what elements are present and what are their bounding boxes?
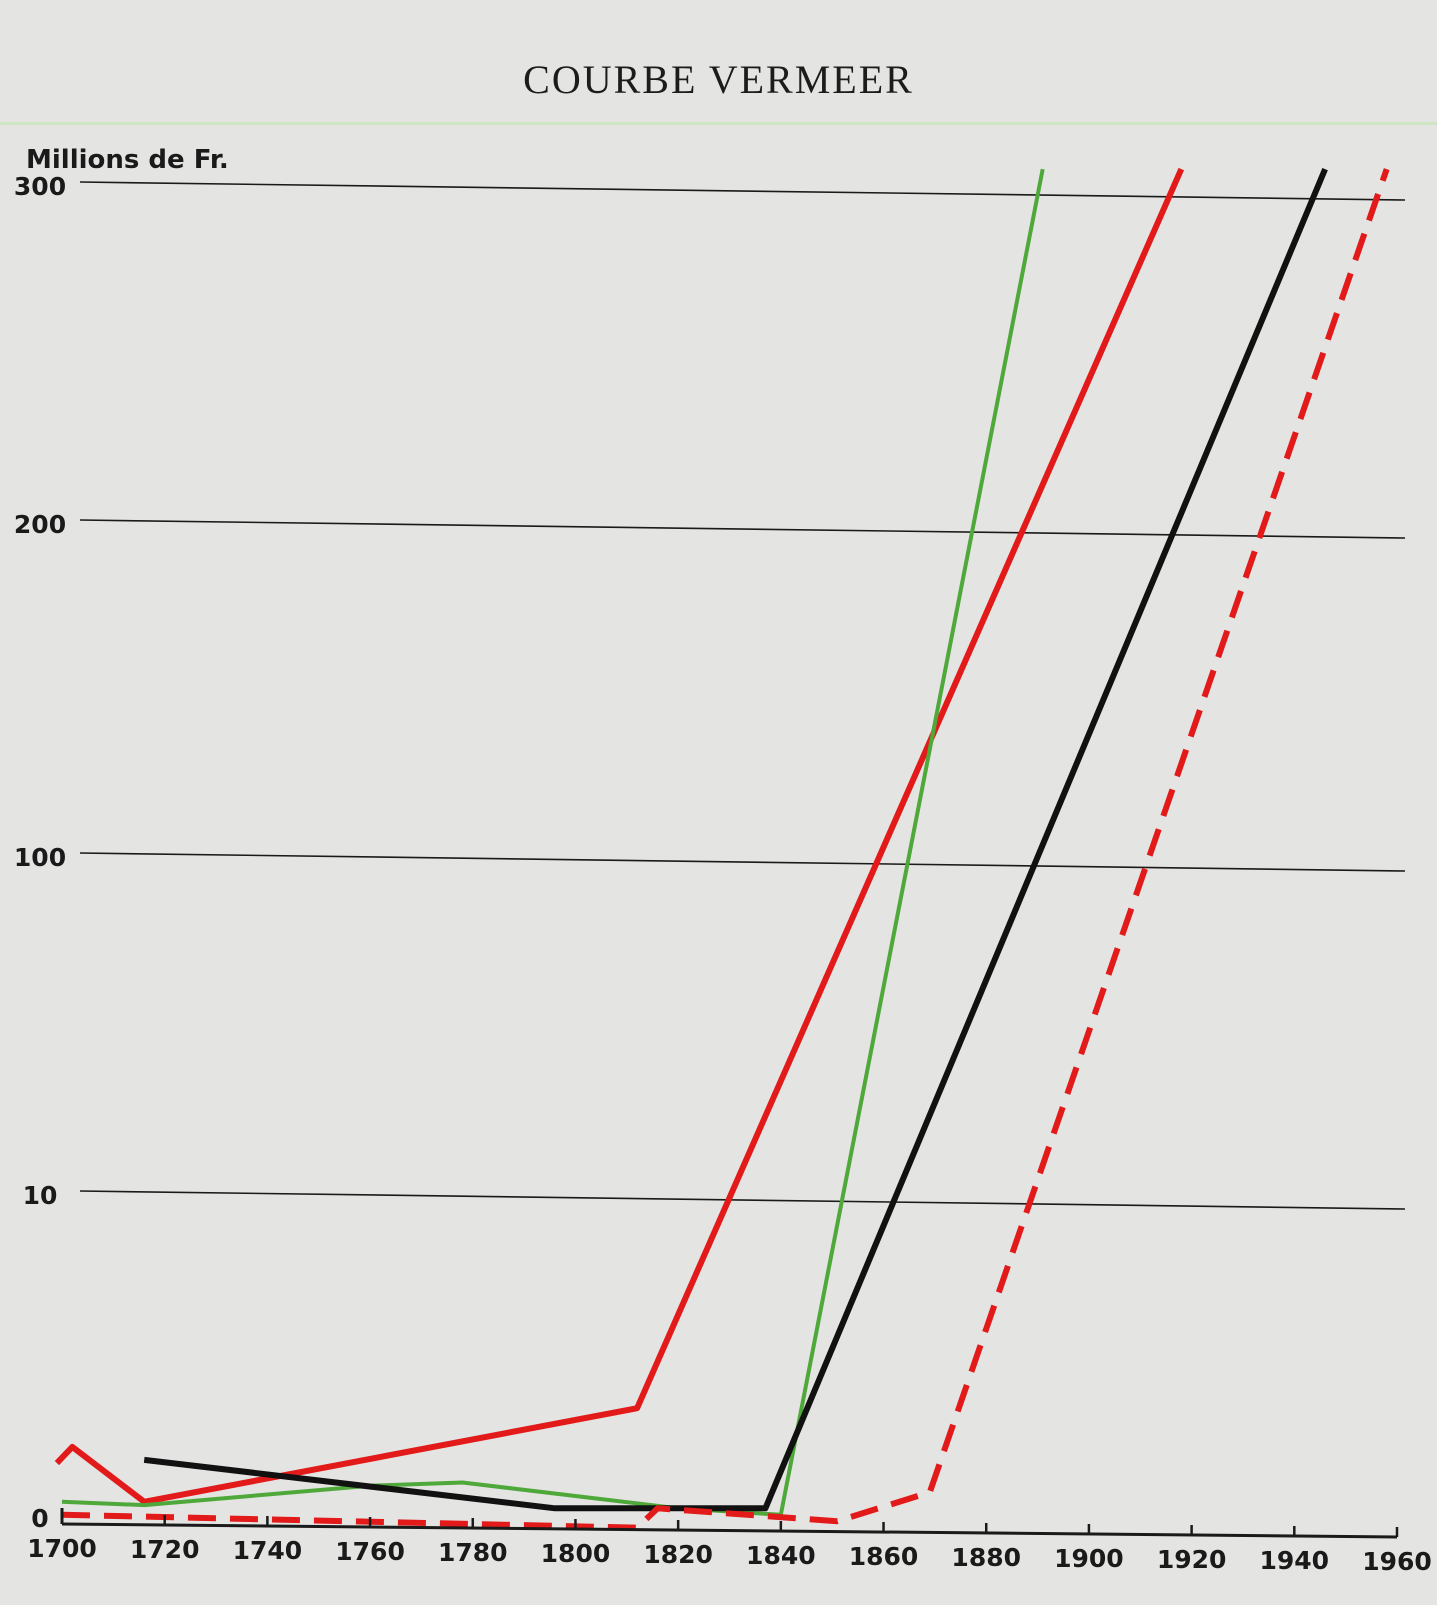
x-ticks: 1700 1720 1740 1760 1780 1800 1820 1840 1860 1880… <box>27 1514 1432 1576</box>
x-tick-label: 1900 <box>1054 1544 1124 1573</box>
series-line-2 <box>61 168 1045 1517</box>
x-tick-label: 1880 <box>951 1543 1021 1572</box>
y-ticks: 0 10 100 200 300 <box>14 172 66 1533</box>
series-line-4 <box>61 168 1390 1531</box>
x-tick-label: 1840 <box>746 1541 816 1570</box>
y-tick-label: 100 <box>14 843 66 872</box>
x-axis-line <box>61 1522 1398 1539</box>
gridline-200 <box>79 519 1406 539</box>
gridline-10 <box>79 1190 1406 1210</box>
gridline-100 <box>79 852 1406 872</box>
chart-title: COURBE VERMEER <box>523 57 914 102</box>
series-line-1 <box>54 167 1185 1505</box>
x-tick-label: 1860 <box>849 1542 919 1571</box>
y-axis-label: Millions de Fr. <box>26 145 229 175</box>
top-rule <box>0 122 1437 125</box>
y-tick-label: 10 <box>23 1181 58 1210</box>
x-tick-label: 1820 <box>643 1540 713 1569</box>
x-tick-label: 1780 <box>438 1538 508 1567</box>
series-group <box>54 167 1390 1531</box>
series-line-3 <box>143 167 1328 1512</box>
gridline-300 <box>79 181 1406 201</box>
x-tick-label: 1720 <box>130 1535 200 1564</box>
x-tick-label: 1760 <box>335 1537 405 1566</box>
x-tick-label: 1920 <box>1157 1545 1227 1574</box>
y-tick-label: 200 <box>14 510 66 539</box>
x-tick-label: 1960 <box>1362 1547 1432 1576</box>
x-tick-label: 1800 <box>541 1539 611 1568</box>
y-tick-label: 0 <box>31 1504 48 1533</box>
x-tick-label: 1940 <box>1260 1546 1330 1575</box>
y-tick-label: 300 <box>14 172 66 201</box>
x-tick-label: 1740 <box>233 1536 303 1565</box>
gridlines <box>79 181 1406 1210</box>
x-tick-label: 1700 <box>27 1534 97 1563</box>
